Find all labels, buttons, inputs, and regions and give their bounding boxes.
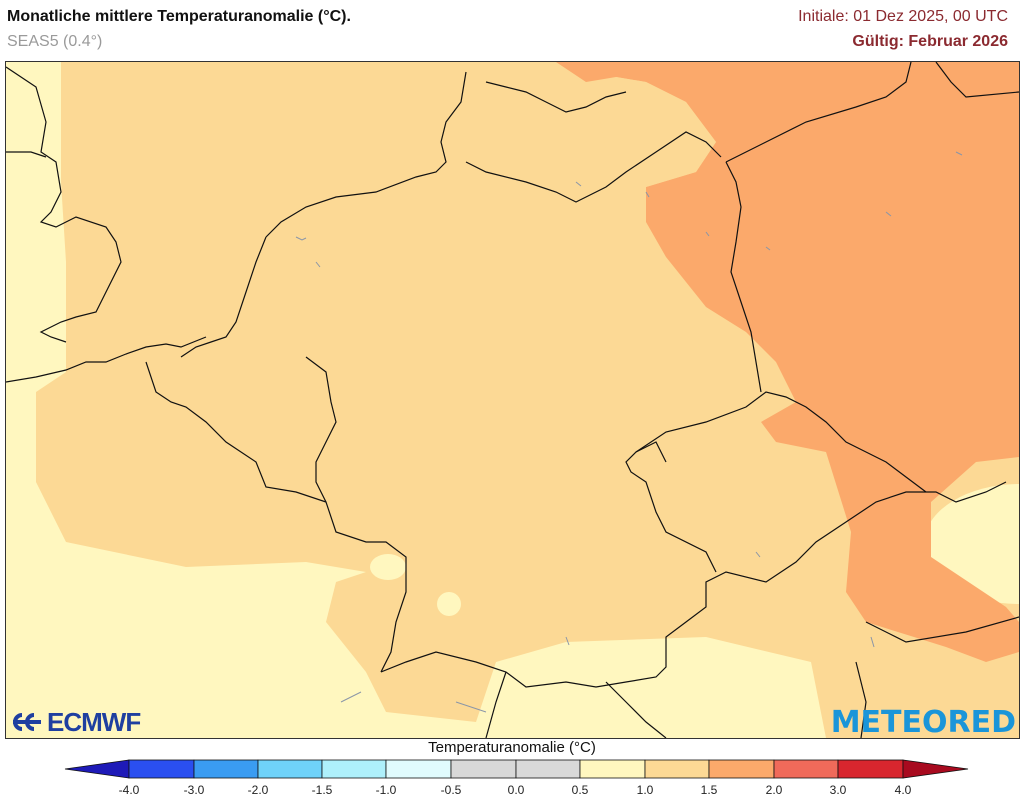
tick-label: -0.5: [440, 783, 462, 797]
tick-label: 0.0: [507, 783, 525, 797]
anomaly-zone-1-5-2-0: [556, 62, 1019, 662]
legend-title: Temperaturanomalie (°C): [428, 739, 596, 756]
tick-label: -4.0: [118, 783, 140, 797]
tick-label: 1.5: [700, 783, 718, 797]
ecmwf-logo-text: ECMWF: [47, 706, 141, 737]
initial-date: Initiale: 01 Dez 2025, 00 UTC: [798, 8, 1008, 25]
chart-title: Monatliche mittlere Temperaturanomalie (…: [7, 8, 351, 25]
tick-label: 0.5: [571, 783, 589, 797]
colorbar-ticks: -4.0 -3.0 -2.0 -1.5 -1.0 -0.5 0.0 0.5 1.…: [0, 783, 1024, 799]
tick-label: 4.0: [894, 783, 912, 797]
tick-label: 3.0: [829, 783, 847, 797]
tick-label: -3.0: [183, 783, 205, 797]
lakes: [295, 151, 963, 713]
meteored-logo: METEORED: [830, 705, 1016, 740]
ecmwf-symbol-icon: [13, 713, 41, 731]
model-subtitle: SEAS5 (0.4°): [7, 33, 103, 50]
colorbar: [64, 759, 969, 779]
tick-label: -1.5: [311, 783, 333, 797]
tick-label: 2.0: [765, 783, 783, 797]
tick-label: -1.0: [375, 783, 397, 797]
valid-period: Gültig: Februar 2026: [852, 33, 1008, 50]
map-canvas: [6, 62, 1019, 738]
temperature-anomaly-map: [5, 61, 1020, 739]
borders: [6, 62, 1019, 738]
tick-label: 1.0: [636, 783, 654, 797]
ecmwf-logo: ECMWF: [10, 706, 141, 737]
tick-label: -2.0: [247, 783, 269, 797]
